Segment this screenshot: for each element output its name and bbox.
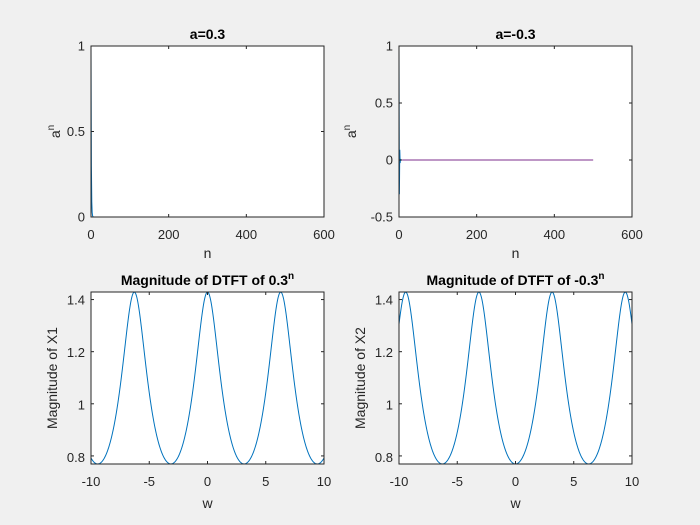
y-tick-label: 1.2 bbox=[67, 345, 85, 360]
x-tick-label: 0 bbox=[512, 474, 519, 489]
y-tick-label: 0.5 bbox=[375, 96, 393, 111]
x-tick-label: 200 bbox=[466, 227, 488, 242]
x-tick-label: 0 bbox=[395, 227, 402, 242]
axes-box bbox=[90, 45, 325, 218]
y-axis-label-base: a bbox=[47, 130, 63, 138]
y-tick-label: 0.8 bbox=[67, 450, 85, 465]
x-tick-label: -10 bbox=[390, 474, 409, 489]
subplot-a-positive: a=0.3 0 200 400 600 0 0.5 1 n an bbox=[46, 26, 335, 261]
y-axis-label: an bbox=[46, 125, 63, 138]
axes-background bbox=[399, 46, 632, 217]
y-tick-label: 1 bbox=[78, 398, 85, 413]
x-tick-label: 0 bbox=[204, 474, 211, 489]
x-axis-label: n bbox=[204, 245, 212, 261]
y-axis-label-base: a bbox=[343, 130, 359, 138]
x-axis-label: w bbox=[509, 495, 521, 511]
y-tick-label: -0.5 bbox=[371, 210, 393, 225]
plot-title-superscript: n bbox=[598, 271, 604, 282]
y-tick-label: 0 bbox=[78, 210, 85, 225]
y-tick-label: 1.2 bbox=[375, 345, 393, 360]
plot-title: Magnitude of DTFT of -0.3n bbox=[427, 271, 605, 288]
x-tick-label: -10 bbox=[82, 474, 101, 489]
x-tick-label: 600 bbox=[621, 227, 643, 242]
plot-title: a=-0.3 bbox=[495, 26, 535, 42]
y-tick-label: 1 bbox=[386, 398, 393, 413]
subplot-dtft-x1: Magnitude of DTFT of 0.3n -10 -5 0 5 10 … bbox=[44, 271, 331, 511]
y-tick-label: 0 bbox=[386, 153, 393, 168]
y-axis-label: Magnitude of X1 bbox=[44, 327, 60, 429]
x-tick-label: 600 bbox=[313, 227, 335, 242]
x-tick-label: 10 bbox=[317, 474, 331, 489]
x-tick-label: 200 bbox=[158, 227, 180, 242]
axes-background bbox=[399, 292, 632, 464]
x-tick-label: 5 bbox=[570, 474, 577, 489]
axes-box bbox=[398, 45, 633, 218]
x-tick-label: -5 bbox=[451, 474, 463, 489]
x-tick-label: 10 bbox=[625, 474, 639, 489]
x-axis-label: w bbox=[201, 495, 213, 511]
y-tick-label: 0.8 bbox=[375, 450, 393, 465]
axes-box bbox=[398, 291, 633, 465]
x-tick-label: -5 bbox=[143, 474, 155, 489]
plot-title: a=0.3 bbox=[190, 26, 226, 42]
axes-background bbox=[91, 46, 324, 217]
plot-title-superscript: n bbox=[288, 271, 294, 282]
y-axis-label: an bbox=[342, 125, 359, 138]
plot-title-base: Magnitude of DTFT of 0.3 bbox=[121, 272, 288, 288]
y-tick-label: 0.5 bbox=[67, 124, 85, 139]
plot-title: Magnitude of DTFT of 0.3n bbox=[121, 271, 294, 288]
x-tick-label: 0 bbox=[87, 227, 94, 242]
plot-title-base: Magnitude of DTFT of -0.3 bbox=[427, 272, 599, 288]
x-tick-label: 5 bbox=[262, 474, 269, 489]
y-tick-label: 1 bbox=[386, 39, 393, 54]
y-tick-label: 1.4 bbox=[67, 293, 85, 308]
y-axis-label-superscript: n bbox=[342, 125, 353, 131]
subplot-dtft-x2: Magnitude of DTFT of -0.3n -10 -5 0 5 10… bbox=[352, 271, 639, 511]
y-tick-label: 1 bbox=[78, 39, 85, 54]
axes-box bbox=[90, 291, 325, 465]
x-axis-label: n bbox=[512, 245, 520, 261]
y-tick-label: 1.4 bbox=[375, 293, 393, 308]
axes-background bbox=[91, 292, 324, 464]
x-tick-label: 400 bbox=[235, 227, 257, 242]
y-axis-label-superscript: n bbox=[46, 125, 57, 131]
x-tick-label: 400 bbox=[543, 227, 565, 242]
y-axis-label: Magnitude of X2 bbox=[352, 327, 368, 429]
subplot-a-negative: a=-0.3 0 200 400 600 -0.5 0 0.5 1 n an bbox=[342, 26, 643, 261]
